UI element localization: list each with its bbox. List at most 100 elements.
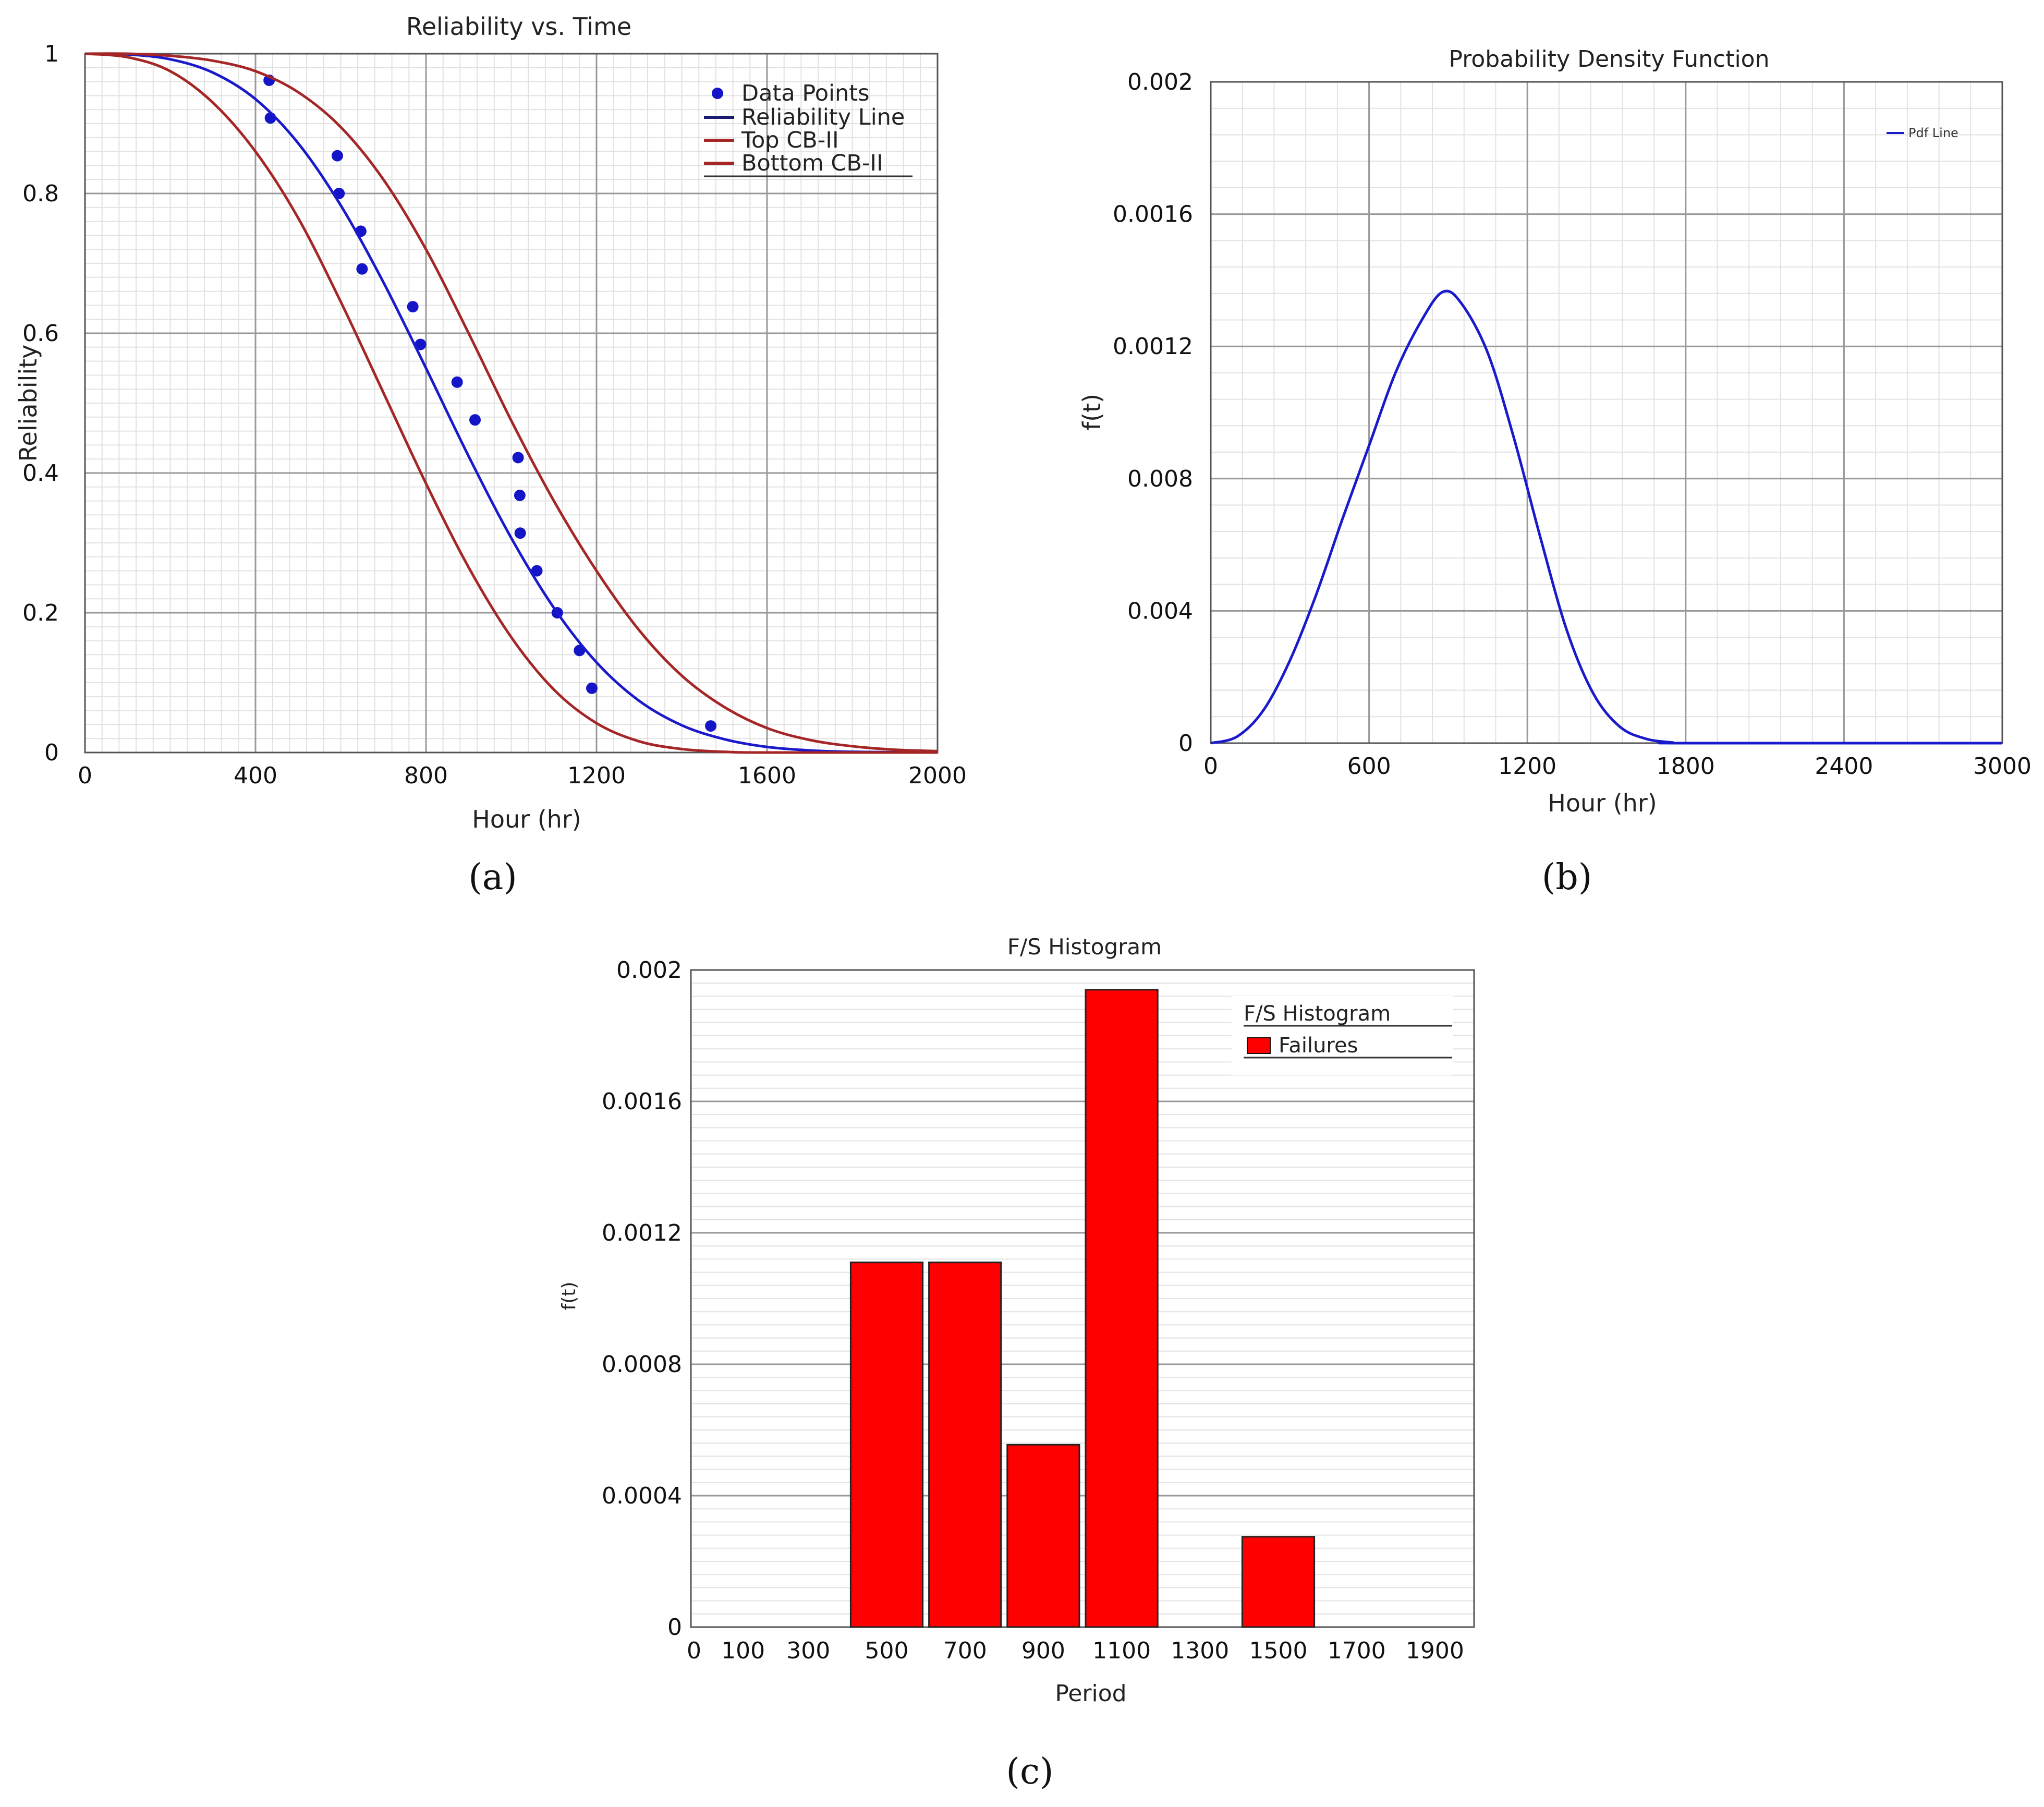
chart-c-minor-grid xyxy=(691,983,1474,1615)
legend-failures-swatch xyxy=(1247,1037,1271,1054)
reliability-line-curve xyxy=(84,52,938,754)
pdf-line-curve xyxy=(1210,289,2002,745)
x-tick-label: 0 xyxy=(1203,753,1218,780)
y-tick-label: 0.002 xyxy=(1127,69,1193,95)
y-tick-label: 0.8 xyxy=(22,180,59,207)
y-tick-label: 0.0004 xyxy=(602,1483,682,1509)
legend-top-cb-label: Top CB-II xyxy=(741,127,839,153)
y-tick-label: 0.2 xyxy=(22,600,59,626)
x-tick-label: 900 xyxy=(1021,1638,1065,1664)
chart-b-tick-labels: 0 0.004 0.008 0.0012 0.0016 0.002 0 600 1200 1800… xyxy=(1113,69,2031,780)
x-tick-label: 800 xyxy=(404,762,448,789)
data-point xyxy=(514,489,526,501)
chart-c-tick-labels: 0 0.0004 0.0008 0.0012 0.0016 0.002 0 100 300 500… xyxy=(602,957,1464,1664)
data-point xyxy=(451,376,463,388)
x-tick-label: 3000 xyxy=(1973,753,2031,780)
x-tick-label: 1200 xyxy=(1498,753,1556,780)
x-tick-label: 1100 xyxy=(1092,1638,1151,1664)
x-tick-label: 0 xyxy=(78,762,92,789)
y-tick-label: 0.0008 xyxy=(602,1351,682,1378)
x-tick-label: 2400 xyxy=(1815,753,1873,780)
y-tick-label: 0.0012 xyxy=(602,1220,682,1246)
legend-bottom-cb-label: Bottom CB-II xyxy=(741,150,883,176)
chart-a-y-axis-label: Reliability xyxy=(14,345,42,462)
chart-b-legend: Pdf Line xyxy=(1887,126,1958,140)
chart-a-tick-labels: 0 0.2 0.4 0.6 0.8 1 0 400 800 1200 1600 2000 xyxy=(22,41,967,789)
chart-b-y-axis-label: f(t) xyxy=(1078,394,1106,430)
x-tick-label: 1500 xyxy=(1249,1638,1308,1664)
chart-a-title: Reliability vs. Time xyxy=(406,13,631,41)
chart-b-series xyxy=(1210,289,2002,745)
chart-b-title: Probability Density Function xyxy=(1449,46,1770,72)
chart-c-title: F/S Histogram xyxy=(1007,934,1162,960)
x-tick-label: 700 xyxy=(943,1638,987,1664)
chart-a-legend: Data Points Reliability Line Top CB-II B… xyxy=(704,80,913,177)
y-tick-label: 0.6 xyxy=(22,320,59,347)
x-tick-label: 300 xyxy=(786,1638,830,1664)
x-tick-label: 600 xyxy=(1347,753,1391,780)
panel-label-c: (c) xyxy=(1006,1751,1053,1792)
x-tick-label: 2000 xyxy=(908,762,967,789)
y-tick-label: 0.008 xyxy=(1127,466,1193,492)
x-tick-label: 1300 xyxy=(1171,1638,1229,1664)
x-tick-label: 400 xyxy=(234,762,277,789)
chart-a-plot-frame xyxy=(84,53,939,754)
data-point xyxy=(512,452,524,464)
chart-pdf: 0 0.004 0.008 0.0012 0.0016 0.002 0 600 1200 1800… xyxy=(1078,46,2031,898)
chart-histogram: 0 0.0004 0.0008 0.0012 0.0016 0.002 0 100 300 500… xyxy=(558,934,1475,1792)
histogram-bar xyxy=(1006,1444,1080,1628)
y-tick-label: 0.004 xyxy=(1127,598,1193,624)
y-tick-label: 0.0016 xyxy=(602,1088,682,1115)
x-tick-label: 500 xyxy=(865,1638,909,1664)
y-tick-label: 0.0016 xyxy=(1113,201,1193,228)
data-point xyxy=(586,682,598,694)
histogram-bar xyxy=(849,1262,924,1628)
data-point xyxy=(407,301,419,313)
chart-a-x-axis-label: Hour (hr) xyxy=(472,805,581,833)
data-point xyxy=(705,720,717,732)
chart-c-legend: F/S Histogram Failures xyxy=(1232,996,1453,1075)
y-tick-label: 0.002 xyxy=(616,957,682,984)
y-tick-label: 0 xyxy=(44,739,59,766)
x-tick-label: 1600 xyxy=(738,762,796,789)
histogram-bar xyxy=(1085,989,1159,1628)
legend-background xyxy=(1232,996,1453,1075)
chart-c-plot-frame xyxy=(690,969,1475,1628)
panel-label-a: (a) xyxy=(468,857,517,898)
chart-a-series xyxy=(84,52,938,754)
chart-reliability: 0 0.2 0.4 0.6 0.8 1 0 400 800 1200 1600 2000 Reliab… xyxy=(14,13,967,898)
legend-reliability-line-label: Reliability Line xyxy=(741,104,905,130)
legend-failures-label: Failures xyxy=(1279,1034,1358,1058)
y-tick-label: 1 xyxy=(44,41,59,67)
legend-pdf-line-label: Pdf Line xyxy=(1908,126,1958,140)
chart-a-major-grid xyxy=(84,53,939,754)
data-point xyxy=(415,338,427,350)
x-tick-label: 0 xyxy=(687,1638,701,1664)
panel-label-b: (b) xyxy=(1542,857,1592,898)
x-tick-label: 1800 xyxy=(1657,753,1715,780)
chart-b-plot-frame xyxy=(1210,81,2003,744)
data-point xyxy=(469,414,481,426)
y-tick-label: 0 xyxy=(667,1614,682,1641)
data-point xyxy=(331,150,343,162)
top-cb-ii-curve xyxy=(84,52,938,753)
chart-c-y-axis-label: f(t) xyxy=(558,1282,580,1311)
data-point xyxy=(531,565,543,577)
bottom-cb-ii-curve xyxy=(84,52,938,754)
histogram-bar xyxy=(1241,1536,1316,1628)
y-tick-label: 0.4 xyxy=(22,460,59,487)
x-tick-label: 1900 xyxy=(1406,1638,1464,1664)
y-tick-label: 0 xyxy=(1178,730,1193,757)
legend-data-points-marker xyxy=(712,88,723,99)
chart-c-series xyxy=(849,989,1316,1628)
legend-data-points-label: Data Points xyxy=(741,80,870,106)
chart-b-x-axis-label: Hour (hr) xyxy=(1548,789,1657,817)
histogram-bar xyxy=(928,1262,1002,1628)
y-tick-label: 0.0012 xyxy=(1113,333,1193,360)
x-tick-label: 1700 xyxy=(1328,1638,1386,1664)
legend-title: F/S Histogram xyxy=(1244,1002,1391,1026)
x-tick-label: 100 xyxy=(721,1638,765,1664)
chart-c-x-axis-label: Period xyxy=(1055,1680,1126,1707)
x-tick-label: 1200 xyxy=(567,762,626,789)
